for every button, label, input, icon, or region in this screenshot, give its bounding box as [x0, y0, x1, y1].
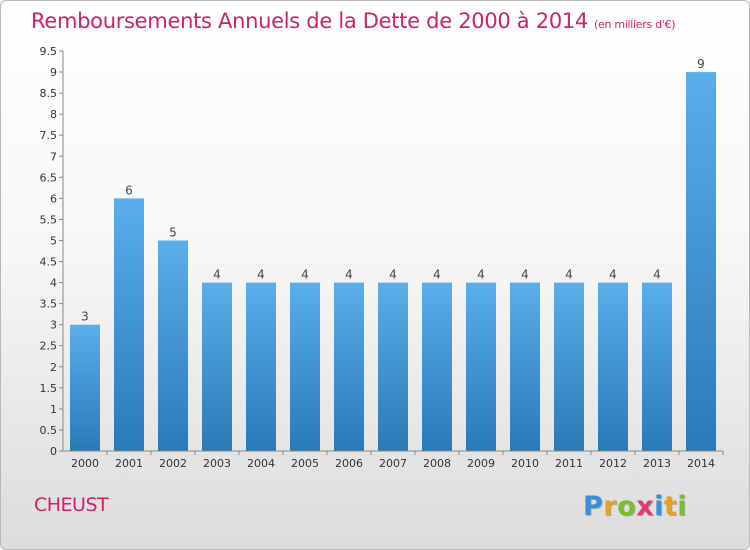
bar-2004 [246, 282, 276, 451]
bar-2008 [422, 282, 452, 451]
logo-letter: i [677, 491, 688, 522]
data-label-2008: 4 [433, 268, 441, 282]
x-tick-label: 2004 [247, 457, 275, 470]
y-tick-label: 3 [50, 319, 57, 332]
bar-2007 [378, 282, 408, 451]
bar-2002 [158, 240, 188, 451]
y-tick-label: 9 [50, 66, 57, 79]
bar-2014 [686, 72, 716, 451]
x-tick-label: 2005 [291, 457, 319, 470]
y-tick-label: 5 [50, 234, 57, 247]
bar-2011 [554, 282, 584, 451]
logo-letter: r [603, 491, 618, 522]
x-tick-label: 2001 [115, 457, 143, 470]
chart-title: Remboursements Annuels de la Dette de 20… [31, 9, 676, 33]
y-tick-label: 4.5 [40, 256, 58, 269]
y-tick-label: 7 [50, 150, 57, 163]
bar-2005 [290, 282, 320, 451]
data-label-2011: 4 [565, 268, 573, 282]
logo-letter: i [654, 491, 664, 522]
y-tick-label: 1.5 [40, 382, 58, 395]
data-label-2013: 4 [653, 268, 661, 282]
y-tick-label: 8 [50, 108, 57, 121]
bar-2001 [114, 198, 144, 451]
x-tick-label: 2003 [203, 457, 231, 470]
logo-letter: x [636, 491, 655, 522]
bar-2012 [598, 282, 628, 451]
y-tick-label: 0 [50, 445, 57, 458]
data-label-2005: 4 [301, 268, 309, 282]
bar-2006 [334, 282, 364, 451]
data-label-2014: 9 [697, 57, 705, 71]
y-tick-label: 4 [50, 277, 57, 290]
x-tick-label: 2008 [423, 457, 451, 470]
y-tick-label: 9.5 [40, 45, 58, 58]
y-tick-label: 2.5 [40, 340, 58, 353]
chart-unit: (en milliers d'€) [594, 18, 676, 31]
bar-2013 [642, 282, 672, 451]
x-tick-label: 2014 [687, 457, 715, 470]
y-tick-label: 8.5 [40, 87, 58, 100]
x-tick-label: 2011 [555, 457, 583, 470]
x-tick-label: 2000 [71, 457, 99, 470]
data-label-2006: 4 [345, 268, 353, 282]
data-label-2001: 6 [125, 183, 133, 197]
y-tick-label: 2 [50, 361, 57, 374]
bar-2009 [466, 282, 496, 451]
y-tick-label: 5.5 [40, 213, 58, 226]
bar-2010 [510, 282, 540, 451]
data-label-2007: 4 [389, 268, 397, 282]
data-label-2004: 4 [257, 268, 265, 282]
y-tick-label: 3.5 [40, 298, 58, 311]
bar-2000 [70, 324, 100, 451]
x-tick-label: 2006 [335, 457, 363, 470]
data-label-2000: 3 [81, 310, 89, 324]
commune-name: CHEUST [34, 494, 109, 516]
x-tick-label: 2002 [159, 457, 187, 470]
y-tick-label: 6.5 [40, 171, 58, 184]
x-tick-label: 2013 [643, 457, 671, 470]
bar-2003 [202, 282, 232, 451]
data-label-2009: 4 [477, 268, 485, 282]
y-tick-label: 0.5 [40, 424, 58, 437]
logo-letter: o [617, 491, 637, 522]
x-tick-label: 2009 [467, 457, 495, 470]
data-label-2003: 4 [213, 268, 221, 282]
data-label-2002: 5 [169, 226, 177, 240]
y-tick-label: 6 [50, 192, 57, 205]
x-tick-label: 2012 [599, 457, 627, 470]
data-label-2012: 4 [609, 268, 617, 282]
proxiti-logo[interactable]: Proxiti [583, 491, 687, 522]
logo-letter: t [663, 491, 678, 522]
data-label-2010: 4 [521, 268, 529, 282]
y-tick-label: 7.5 [40, 129, 58, 142]
x-tick-label: 2007 [379, 457, 407, 470]
logo-letter: P [583, 491, 604, 522]
x-tick-label: 2010 [511, 457, 539, 470]
y-tick-label: 1 [50, 403, 57, 416]
